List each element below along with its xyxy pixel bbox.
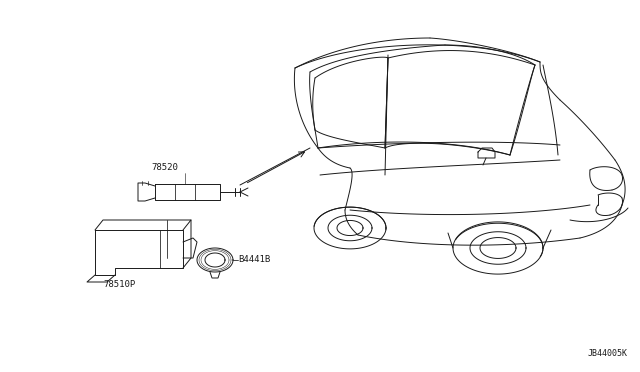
- Text: 78520: 78520: [152, 163, 179, 172]
- Text: 78510P: 78510P: [104, 280, 136, 289]
- Text: JB44005K: JB44005K: [588, 349, 628, 358]
- Text: B4441B: B4441B: [238, 256, 270, 264]
